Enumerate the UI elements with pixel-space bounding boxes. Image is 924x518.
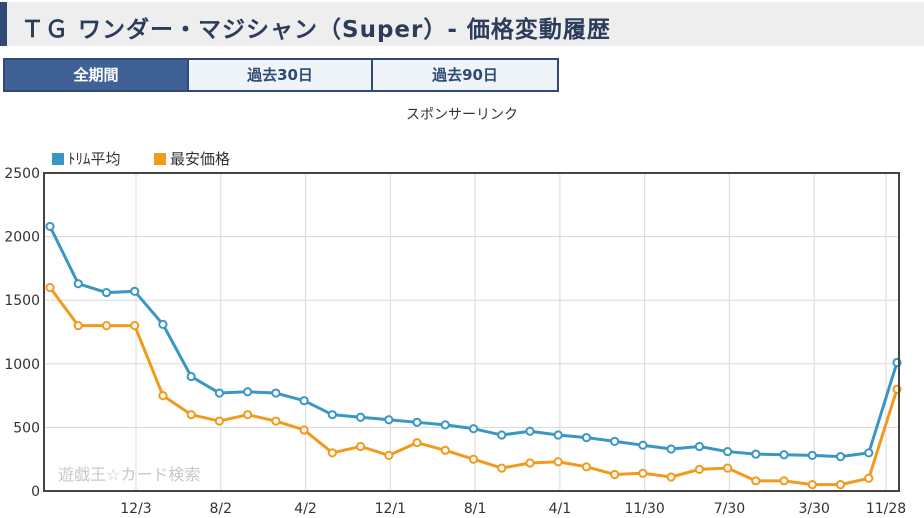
chart-grid (44, 172, 899, 492)
data-point (73, 321, 83, 331)
data-point (864, 448, 874, 458)
x-axis-ticks: 12/3 8/2 4/2 12/1 8/1 4/1 11/30 7/30 3/30 11/28 (120, 501, 906, 517)
x-tick-label: 11/30 (624, 501, 664, 517)
x-tick-label: 7/30 (714, 501, 745, 517)
chart-legend: ﾄﾘﾑ平均 最安価格 (52, 150, 230, 168)
page-header: ＴＧ ワンダー・マジシャン（Super）- 価格変動履歴 (0, 2, 924, 46)
data-point (130, 321, 140, 331)
data-point (723, 463, 733, 473)
data-point (45, 282, 55, 293)
data-point (158, 391, 168, 401)
y-tick-label: 500 (13, 420, 40, 436)
data-point (779, 450, 789, 460)
legend-swatch (154, 153, 166, 165)
data-point (497, 430, 507, 440)
data-point (638, 468, 648, 478)
watermark: 遊戯王☆カード検索 (58, 465, 200, 484)
data-point (243, 387, 253, 397)
chart-series (45, 221, 902, 490)
data-point (610, 469, 620, 480)
data-point (214, 388, 224, 398)
legend-label: ﾄﾘﾑ平均 (68, 150, 121, 168)
data-point (214, 416, 224, 426)
data-point (412, 417, 422, 427)
data-point (468, 424, 479, 434)
data-point (835, 452, 846, 462)
y-tick-label: 2000 (4, 230, 40, 246)
data-point (610, 436, 620, 446)
price-history-chart: ﾄﾘﾑ平均 最安価格 遊戯王☆カード検索 0 500 1000 1500 2000 2500… (4, 150, 906, 517)
data-point (101, 321, 112, 331)
data-point (581, 462, 592, 472)
y-tick-label: 1500 (4, 293, 40, 309)
data-point (807, 480, 817, 490)
x-tick-label: 3/30 (798, 501, 829, 517)
data-point (779, 476, 789, 486)
data-point (186, 371, 196, 382)
data-point (101, 287, 112, 298)
page-title: ＴＧ ワンダー・マジシャン（Super）- 価格変動履歴 (21, 17, 611, 43)
data-point (440, 445, 450, 455)
data-point (751, 476, 761, 486)
data-point (299, 396, 309, 406)
data-point (497, 463, 507, 473)
data-point (384, 415, 394, 425)
data-point (243, 410, 253, 420)
y-tick-label: 0 (31, 484, 40, 500)
data-point (525, 426, 535, 436)
data-point (666, 444, 676, 454)
data-point (666, 472, 676, 482)
data-point (553, 457, 563, 467)
x-tick-label: 12/3 (120, 501, 151, 517)
data-point (130, 286, 140, 296)
data-point (271, 416, 281, 426)
data-point (271, 388, 281, 398)
x-tick-label: 12/1 (375, 501, 406, 517)
data-point (45, 221, 55, 232)
tab-past-90-days[interactable]: 過去90日 (373, 60, 557, 90)
data-point (864, 473, 874, 483)
data-point (327, 410, 337, 420)
data-point (553, 430, 563, 440)
x-tick-label: 8/2 (210, 501, 233, 517)
data-point (723, 446, 733, 457)
data-point (327, 448, 337, 458)
y-tick-label: 2500 (4, 166, 40, 182)
x-tick-label: 11/28 (866, 501, 906, 517)
data-point (751, 449, 761, 459)
sponsor-link-label: スポンサーリンク (406, 107, 518, 123)
y-tick-label: 1000 (4, 357, 40, 373)
data-point (355, 441, 366, 452)
data-point (525, 458, 535, 468)
data-point (299, 425, 309, 435)
legend-swatch (52, 153, 64, 165)
x-tick-label: 4/1 (549, 501, 572, 517)
data-point (412, 438, 422, 448)
plot-frame (43, 172, 900, 492)
x-tick-label: 4/2 (294, 501, 317, 517)
data-point (468, 454, 479, 464)
tab-all-period[interactable]: 全期間 (5, 60, 189, 90)
data-point (158, 319, 168, 329)
series-line-0 (48, 225, 899, 459)
period-tabs: 全期間 過去30日 過去90日 (3, 58, 559, 92)
data-point (638, 440, 648, 450)
data-point (835, 480, 846, 490)
data-point (73, 279, 83, 289)
legend-label: 最安価格 (170, 150, 230, 168)
data-point (694, 441, 704, 452)
data-point (581, 432, 592, 443)
data-point (440, 420, 450, 430)
data-point (384, 450, 394, 460)
x-tick-label: 8/1 (464, 501, 487, 517)
data-point (694, 464, 704, 474)
y-axis-ticks: 0 500 1000 1500 2000 2500 (4, 166, 40, 500)
data-point (807, 450, 817, 460)
data-point (186, 410, 196, 420)
data-point (355, 412, 366, 422)
tab-past-30-days[interactable]: 過去30日 (189, 60, 373, 90)
